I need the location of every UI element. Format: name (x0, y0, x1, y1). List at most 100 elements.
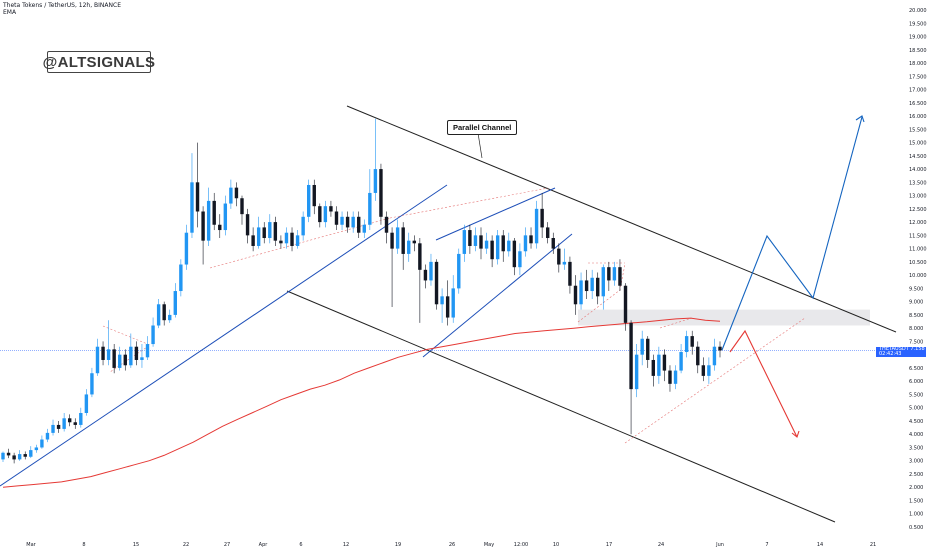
time-tick-label: 15 (133, 542, 139, 548)
candle-body (501, 235, 505, 252)
candle-body (101, 346, 105, 360)
price-tick-label: 17.000 (909, 88, 927, 94)
candle-body (440, 296, 444, 305)
candle-body (573, 285, 578, 305)
candle-body (596, 277, 600, 297)
time-tick-label: May (484, 542, 494, 548)
candle-body (301, 216, 305, 236)
price-tick-label: 2.500 (909, 472, 923, 478)
candle-body (340, 216, 344, 225)
candle-body (646, 338, 650, 360)
candle-body (445, 296, 450, 318)
candle-body (262, 227, 266, 239)
candle-body (379, 169, 383, 217)
candle-body (168, 314, 172, 321)
price-tick-label: 14.000 (909, 167, 927, 173)
candle-body (679, 352, 683, 371)
candle-body (607, 267, 611, 281)
time-tick-label: 10 (553, 542, 559, 548)
candle-body (318, 206, 322, 223)
candle-body (279, 240, 283, 244)
candle-body (601, 267, 605, 297)
candle-body (184, 232, 189, 265)
price-tag-value: 7.158 (910, 346, 925, 352)
candle-body (390, 232, 394, 249)
price-tick-label: 10.500 (909, 260, 927, 266)
candle-body (590, 277, 594, 292)
candle-body (268, 222, 272, 239)
time-axis: Mar 8 15 22 27 Apr 6 12 19 26 May 12:00 10 17 24 Jun 7 14… (26, 542, 876, 548)
candle-body (51, 424, 55, 433)
price-tick-label: 4.000 (909, 432, 923, 438)
price-tick-label: 16.500 (909, 101, 927, 107)
candle-body (512, 240, 517, 268)
candle-body (234, 187, 239, 199)
candle-body (479, 235, 483, 249)
price-tick-label: 8.500 (909, 313, 923, 319)
candle-body (668, 370, 672, 384)
up-arrow-head (855, 115, 865, 123)
candle-body (473, 235, 478, 246)
candle-body (523, 235, 528, 252)
candle-body (395, 227, 400, 249)
candle-body (662, 354, 667, 371)
indicator-label: EMA (3, 9, 17, 16)
price-tick-label: 18.500 (909, 48, 927, 54)
candle-body (718, 346, 722, 351)
candle-body (312, 184, 316, 207)
price-tick-label: 14.500 (909, 154, 927, 160)
candle-body (290, 232, 294, 246)
candle-body (651, 359, 655, 376)
time-tick-label: 27 (224, 542, 230, 548)
candle-body (323, 206, 328, 223)
price-tick-label: 11.500 (909, 233, 927, 239)
candle-body (245, 214, 250, 236)
candle-body (34, 447, 39, 451)
channel-lower-line (286, 290, 836, 523)
candle-body (45, 432, 50, 440)
candle-body (140, 357, 144, 360)
candle-body (173, 291, 177, 315)
candle-body (156, 304, 161, 326)
candle-body (201, 211, 205, 241)
candle-body (518, 251, 522, 268)
candle-body (134, 346, 139, 360)
price-tick-label: 9.000 (909, 300, 923, 306)
candle-body (490, 240, 494, 260)
candle-body (640, 338, 644, 355)
candle-body (690, 336, 694, 347)
time-tick-label: Apr (259, 542, 269, 548)
ascending-support-dashed (624, 317, 806, 444)
candle-body (329, 206, 333, 212)
candle-body (457, 253, 461, 289)
candle-body (534, 208, 539, 244)
candle-body (634, 354, 639, 390)
candle-body (684, 336, 689, 353)
price-tick-label: 15.500 (909, 127, 927, 133)
candle-body (251, 235, 255, 246)
time-tick-label: Mar (26, 542, 36, 548)
candle-body (106, 349, 111, 360)
price-tick-label: 20.000 (909, 8, 927, 14)
price-tick-label: 4.500 (909, 419, 923, 425)
price-tag-symbol: THETAUSDT (879, 346, 909, 352)
ema-line (2, 317, 721, 488)
candle-body (29, 450, 33, 457)
price-tick-label: 12.500 (909, 207, 927, 213)
time-tick-label: Jun (715, 542, 724, 548)
candle-body (62, 418, 66, 429)
candle-body (401, 227, 405, 254)
time-tick-label: 22 (183, 542, 189, 548)
candle-body (368, 192, 372, 225)
dashed-line (209, 217, 391, 269)
candle-body (418, 243, 422, 270)
price-tick-label: 7.500 (909, 339, 923, 345)
dashed-line (659, 317, 693, 329)
candle-body (206, 200, 211, 241)
candle-body (334, 211, 339, 225)
candle-body (562, 261, 567, 265)
candle-body (351, 216, 355, 228)
time-tick-label: 7 (765, 542, 768, 548)
watermark-logo: @ALTSIGNALS (43, 51, 155, 73)
candle-body (345, 216, 350, 228)
